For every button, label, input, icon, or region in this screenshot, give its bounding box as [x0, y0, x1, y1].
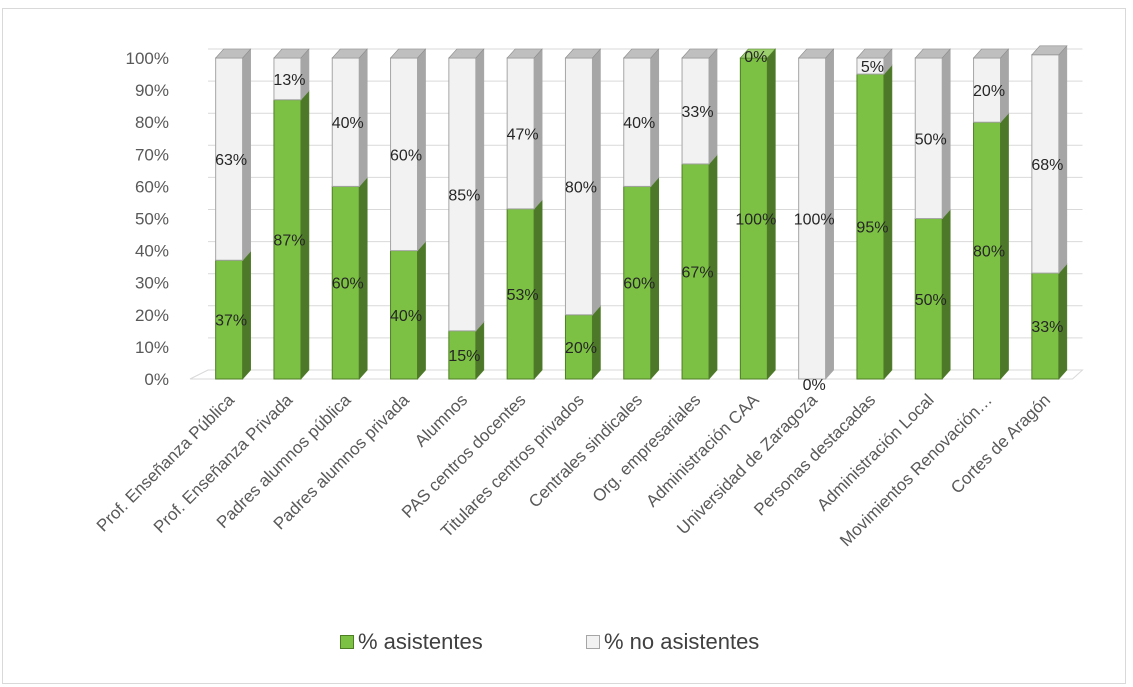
bar-top-prof-ensenanza-privada [273, 48, 310, 59]
data-label-asistentes-centrales-sindicales: 60% [623, 276, 655, 293]
x-tick-label-cortes-de-aragon: Cortes de Aragón [947, 390, 1054, 497]
bar-segment-asistentes-movimientos-renovacion [973, 121, 1002, 380]
bar-segment-asistentes-org-empresariales [681, 163, 710, 380]
data-label-no-asistentes-org-empresariales: 33% [682, 104, 714, 121]
bar-top-prof-ensenanza-publica [214, 48, 252, 59]
data-label-no-asistentes-movimientos-renovacion: 20% [973, 83, 1005, 100]
legend-item-no-asistentes: % no asistentes [586, 629, 759, 655]
bar-top-administracion-local [914, 48, 951, 59]
bar-top-centrales-sindicales [623, 48, 660, 59]
data-label-asistentes-movimientos-renovacion: 80% [973, 244, 1005, 261]
data-label-asistentes-prof-ensenanza-publica: 37% [215, 313, 247, 330]
bar-top-org-empresariales [681, 48, 718, 59]
y-tick-label: 20% [135, 306, 169, 325]
data-label-no-asistentes-administracion-caa: 0% [744, 49, 767, 66]
bar-top-padres-alumnos-privada [389, 48, 427, 59]
x-tick-label-alumnos: Alumnos [411, 390, 471, 450]
data-label-no-asistentes-prof-ensenanza-privada: 13% [273, 72, 305, 89]
data-label-asistentes-personas-destacadas: 95% [856, 220, 888, 237]
x-tick-label-org-empresariales: Org. empresariales [589, 390, 705, 506]
y-tick-label: 90% [135, 81, 169, 100]
data-label-asistentes-org-empresariales: 67% [682, 264, 714, 281]
y-tick-label: 70% [135, 145, 169, 164]
x-tick-label-centrales-sindicales: Centrales sindicales [525, 390, 646, 511]
bar-segment-no-asistentes-padres-alumnos-privada [390, 57, 419, 252]
data-label-asistentes-universidad-de-zaragoza: 0% [803, 377, 826, 394]
data-label-no-asistentes-padres-alumnos-publica: 40% [332, 115, 364, 132]
data-label-asistentes-administracion-caa: 100% [735, 212, 776, 229]
legend-label-asistentes: % asistentes [358, 629, 483, 654]
y-tick-label: 0% [144, 370, 169, 389]
y-tick-label: 100% [126, 49, 169, 68]
data-label-no-asistentes-administracion-local: 50% [915, 131, 947, 148]
chart-floor [189, 369, 1084, 380]
bar-segment-asistentes-personas-destacadas [856, 73, 885, 380]
data-label-asistentes-pas-centros-docentes: 53% [507, 287, 539, 304]
data-label-asistentes-alumnos: 15% [448, 348, 480, 365]
x-tick-label-administracion-caa: Administración CAA [642, 390, 763, 511]
bar-top-universidad-de-zaragoza [797, 48, 835, 59]
chart-frame: 0% 10% 20% 30% 40% 50% 60% 70% 80% 90% 100% 37% 63% P… [2, 8, 1126, 684]
y-tick-label: 40% [135, 242, 169, 261]
data-label-no-asistentes-prof-ensenanza-publica: 63% [215, 152, 247, 169]
legend-label-no-asistentes: % no asistentes [604, 629, 760, 654]
y-tick-label: 50% [135, 210, 169, 229]
data-label-no-asistentes-titulares-centros-privados: 80% [565, 179, 597, 196]
bar-segment-no-asistentes-padres-alumnos-publica [331, 57, 360, 187]
bar-top-alumnos [448, 48, 485, 59]
bar-segment-asistentes-prof-ensenanza-privada [273, 99, 302, 380]
bar-top-padres-alumnos-publica [331, 48, 368, 59]
bar-segment-no-asistentes-pas-centros-docentes [506, 57, 535, 210]
data-label-asistentes-prof-ensenanza-privada: 87% [273, 232, 305, 249]
y-tick-label: 60% [135, 177, 169, 196]
bar-segment-asistentes-alumnos [448, 330, 477, 380]
bar-top-pas-centros-docentes [506, 48, 543, 59]
bar-segment-no-asistentes-cortes-de-aragon [1031, 54, 1060, 274]
data-label-asistentes-cortes-de-aragon: 33% [1031, 319, 1063, 336]
bar-segment-asistentes-administracion-caa [739, 57, 768, 380]
bar-top-administracion-caa [739, 48, 777, 59]
bar-top-titulares-centros-privados [564, 48, 602, 59]
bar-segment-asistentes-centrales-sindicales [623, 185, 652, 380]
legend-swatch-no-asistentes [586, 635, 600, 649]
y-tick-label: 30% [135, 274, 169, 293]
legend-swatch-asistentes [340, 635, 354, 649]
data-label-no-asistentes-padres-alumnos-privada: 60% [390, 147, 422, 164]
data-label-asistentes-padres-alumnos-publica: 60% [332, 276, 364, 293]
data-label-no-asistentes-alumnos: 85% [448, 187, 480, 204]
stacked-bar-chart: 0%10%20%30%40%50%60%70%80%90%100%37%63%P… [93, 45, 1084, 550]
legend-item-asistentes: % asistentes [340, 629, 483, 655]
data-label-no-asistentes-pas-centros-docentes: 47% [507, 126, 539, 143]
bar-segment-asistentes-padres-alumnos-publica [331, 185, 360, 380]
data-label-asistentes-padres-alumnos-privada: 40% [390, 308, 422, 325]
data-label-asistentes-titulares-centros-privados: 20% [565, 340, 597, 357]
bar-top-movimientos-renovacion [972, 48, 1010, 59]
bar-segment-asistentes-prof-ensenanza-publica [215, 259, 244, 380]
data-label-no-asistentes-centrales-sindicales: 40% [623, 115, 655, 132]
data-label-no-asistentes-personas-destacadas: 5% [861, 59, 884, 76]
y-tick-label: 10% [135, 338, 169, 357]
bar-top-cortes-de-aragon [1031, 45, 1068, 56]
bar-top-personas-destacadas [856, 48, 893, 59]
bar-segment-asistentes-titulares-centros-privados [564, 314, 593, 380]
y-tick-label: 80% [135, 113, 169, 132]
data-label-asistentes-administracion-local: 50% [915, 292, 947, 309]
data-label-no-asistentes-universidad-de-zaragoza: 100% [794, 212, 835, 229]
bar-segment-no-asistentes-universidad-de-zaragoza [798, 57, 827, 380]
data-label-no-asistentes-cortes-de-aragon: 68% [1031, 157, 1063, 174]
bar-segment-asistentes-administracion-local [914, 218, 943, 380]
